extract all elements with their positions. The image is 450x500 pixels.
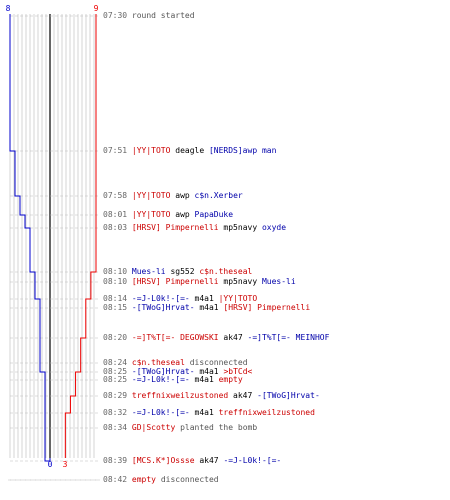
event-row: 08:15 -[TWoG]Hrvat- m4a1 [HRSV] Pimperne…	[103, 303, 310, 313]
t-start-count-label: 9	[94, 4, 99, 13]
event-action: round started	[131, 11, 195, 20]
event-player: |YY|TOTO	[131, 146, 171, 155]
event-row: 08:39 [MCS.K*]Ossse ak47 -=J-L0k!-[=-	[103, 456, 281, 466]
t-alive-series-line	[64, 14, 97, 458]
event-weapon: deagle	[170, 146, 209, 155]
event-player: GD|Scotty	[131, 423, 176, 432]
event-player: -[TWoG]Hrvat-	[131, 367, 195, 376]
event-player: c$n.theseal	[199, 267, 253, 276]
event-player: -=J-L0k!-[=-	[131, 375, 190, 384]
event-row: 08:01 |YY|TOTO awp PapaDuke	[103, 210, 233, 220]
event-time: 08:32	[103, 408, 132, 417]
event-weapon: sg552	[165, 267, 200, 276]
event-time: 08:24	[103, 358, 132, 367]
event-player: -=]T%T[=- MEINHOF	[247, 333, 330, 342]
event-player: empty	[218, 375, 243, 384]
event-player: -[TWoG]Hrvat-	[131, 303, 195, 312]
event-row: 08:24 c$n.theseal disconnected	[103, 358, 248, 368]
event-time: 08:15	[103, 303, 132, 312]
event-row: 08:03 [HRSV] Pimpernelli mp5navy oxyde	[103, 223, 286, 233]
event-row: 08:25 -=J-L0k!-[=- m4a1 empty	[103, 375, 243, 385]
ct-start-count-label: 8	[6, 4, 11, 13]
event-time: 08:03	[103, 223, 132, 232]
event-player: -=]T%T[=- DEGOWSKI	[131, 333, 219, 342]
event-weapon: m4a1	[194, 367, 224, 376]
t-end-count-label: 3	[63, 460, 68, 469]
event-weapon: ak47	[218, 333, 248, 342]
event-row: 08:32 -=J-L0k!-[=- m4a1 treffnixweilzust…	[103, 408, 315, 418]
event-weapon: m4a1	[189, 375, 219, 384]
event-time: 07:51	[103, 146, 132, 155]
event-time: 07:30	[103, 11, 132, 20]
event-weapon: awp	[170, 210, 195, 219]
event-player: -=J-L0k!-[=-	[223, 456, 282, 465]
event-player: Mues-li	[131, 267, 166, 276]
event-player: Mues-li	[261, 277, 296, 286]
event-player: |YY|TOTO	[218, 294, 258, 303]
event-player: empty	[131, 475, 156, 484]
event-row: 08:10 [HRSV] Pimpernelli mp5navy Mues-li	[103, 277, 296, 287]
event-player: oxyde	[261, 223, 287, 232]
event-time: 07:58	[103, 191, 132, 200]
event-row: 07:51 |YY|TOTO deagle [NERDS]awp man	[103, 146, 276, 156]
event-weapon: ak47	[194, 456, 224, 465]
ct-end-count-label: 0	[48, 460, 53, 469]
event-time: 08:10	[103, 277, 132, 286]
event-time: 08:29	[103, 391, 132, 400]
event-row: 08:20 -=]T%T[=- DEGOWSKI ak47 -=]T%T[=- …	[103, 333, 329, 343]
event-player: -=J-L0k!-[=-	[131, 408, 190, 417]
event-player: c$n.Xerber	[194, 191, 243, 200]
event-player: |YY|TOTO	[131, 191, 171, 200]
event-weapon: ak47	[228, 391, 258, 400]
event-player: [NERDS]awp man	[208, 146, 277, 155]
event-time: 08:10	[103, 267, 132, 276]
event-player: >bTCd<	[223, 367, 253, 376]
event-player: -=J-L0k!-[=-	[131, 294, 190, 303]
event-time: 08:25	[103, 375, 132, 384]
event-action: planted the bomb	[175, 423, 258, 432]
event-time: 08:25	[103, 367, 132, 376]
event-player: |YY|TOTO	[131, 210, 171, 219]
event-row: 08:14 -=J-L0k!-[=- m4a1 |YY|TOTO	[103, 294, 257, 304]
event-row: 08:25 -[TWoG]Hrvat- m4a1 >bTCd<	[103, 367, 252, 377]
event-time: 08:14	[103, 294, 132, 303]
event-player: treffnixweilzustoned	[218, 408, 315, 417]
event-row: 07:30 round started	[103, 11, 195, 21]
event-player: [HRSV] Pimpernelli	[223, 303, 311, 312]
event-row: 08:42 empty disconnected	[103, 475, 219, 485]
event-player: [HRSV] Pimpernelli	[131, 277, 219, 286]
event-weapon: m4a1	[189, 408, 219, 417]
event-row: 08:29 treffnixweilzustoned ak47 -[TWoG]H…	[103, 391, 320, 401]
event-weapon: m4a1	[194, 303, 224, 312]
event-action: disconnected	[156, 475, 219, 484]
ct-alive-series-line	[9, 14, 51, 462]
event-time: 08:39	[103, 456, 132, 465]
event-time: 08:42	[103, 475, 132, 484]
event-row: 08:10 Mues-li sg552 c$n.theseal	[103, 267, 252, 277]
event-player: treffnixweilzustoned	[131, 391, 229, 400]
event-row: 07:58 |YY|TOTO awp c$n.Xerber	[103, 191, 243, 201]
event-weapon: mp5navy	[218, 223, 262, 232]
event-weapon: awp	[170, 191, 195, 200]
event-time: 08:20	[103, 333, 132, 342]
event-weapon: m4a1	[189, 294, 219, 303]
event-player: -[TWoG]Hrvat-	[257, 391, 320, 400]
event-time: 08:34	[103, 423, 132, 432]
event-player: [HRSV] Pimpernelli	[131, 223, 219, 232]
event-time: 08:01	[103, 210, 132, 219]
event-player: [MCS.K*]Ossse	[131, 456, 195, 465]
event-player: c$n.theseal	[131, 358, 185, 367]
event-row: 08:34 GD|Scotty planted the bomb	[103, 423, 257, 433]
event-player: PapaDuke	[194, 210, 234, 219]
event-action: disconnected	[184, 358, 248, 367]
event-weapon: mp5navy	[218, 277, 262, 286]
